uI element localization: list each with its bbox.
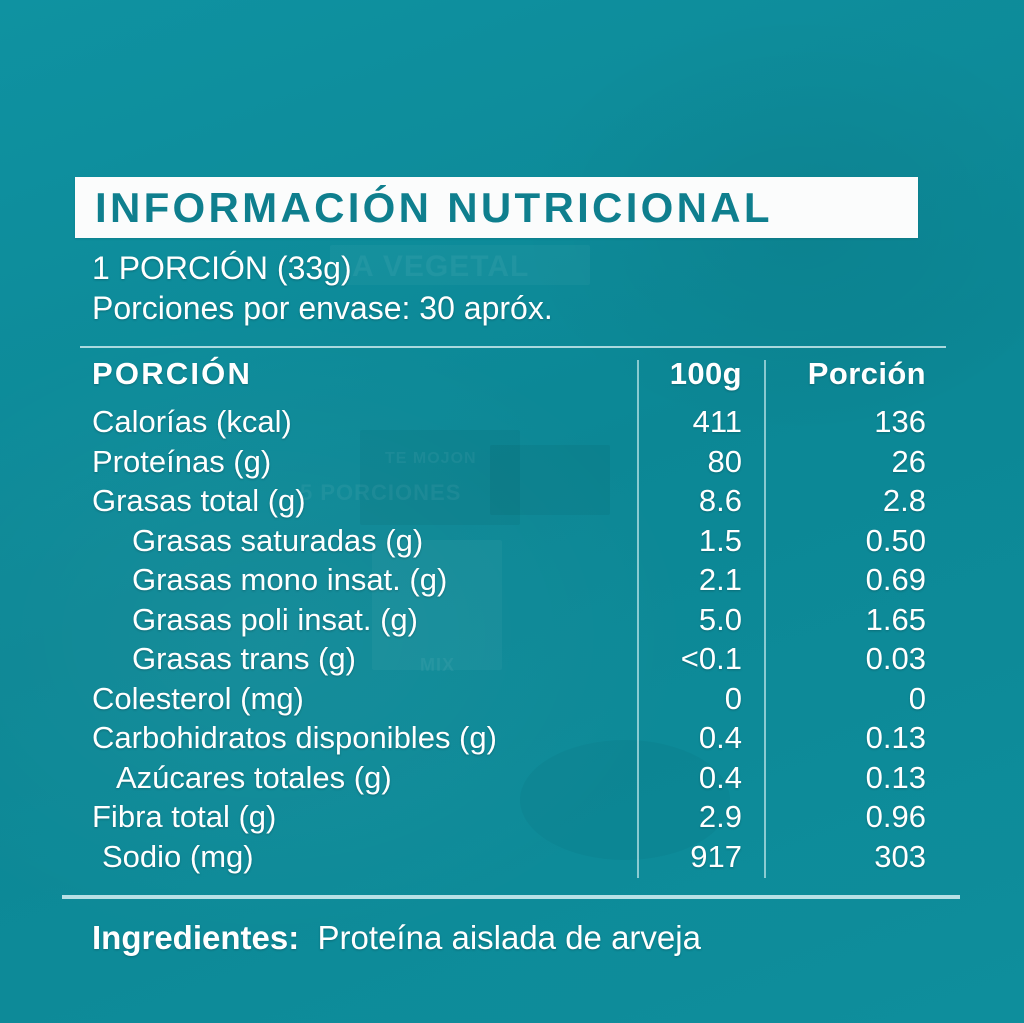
value-per-portion: 2.8 xyxy=(882,483,926,518)
value-per-100g: 8.6 xyxy=(698,483,742,518)
value-per-100g: 411 xyxy=(692,404,742,439)
value-per-100g: 0.4 xyxy=(698,759,742,795)
value-per-portion: 0.96 xyxy=(865,799,926,834)
value-per-portion: 0 xyxy=(908,680,926,716)
ingredients-value: Proteína aislada de arveja xyxy=(317,919,701,956)
table-row: Fibra total (g) 2.9 0.96 xyxy=(0,801,1024,841)
value-per-100g: 1.5 xyxy=(698,522,742,558)
serving-info: 1 PORCIÓN (33g) Porciones por envase: 30… xyxy=(92,248,553,328)
value-per-portion: 0.50 xyxy=(865,522,926,558)
value-per-portion: 136 xyxy=(874,404,926,439)
table-row: Sodio (mg) 917 303 xyxy=(0,841,1024,881)
value-per-100g: 0 xyxy=(724,680,742,716)
ingredients-label: Ingredientes: xyxy=(92,919,309,956)
nutrient-name: Azúcares totales (g) xyxy=(116,759,392,795)
servings-per-container-line: Porciones por envase: 30 apróx. xyxy=(92,290,553,326)
value-per-100g: 2.9 xyxy=(698,799,742,834)
title-banner: INFORMACIÓN NUTRICIONAL xyxy=(75,177,918,238)
nutrient-name: Calorías (kcal) xyxy=(92,404,292,439)
table-row: Colesterol (mg) 0 0 xyxy=(0,683,1024,723)
nutrient-name: Grasas trans (g) xyxy=(132,641,356,676)
serving-size-line: 1 PORCIÓN (33g) xyxy=(92,250,352,286)
value-per-100g: <0.1 xyxy=(680,641,742,676)
header-per-portion: Porción xyxy=(807,356,926,391)
nutrient-name: Sodio (mg) xyxy=(102,838,254,874)
column-divider-right xyxy=(764,360,766,878)
table-row: Azúcares totales (g) 0.4 0.13 xyxy=(0,762,1024,802)
table-row: Grasas trans (g) <0.1 0.03 xyxy=(0,643,1024,683)
value-per-100g: 917 xyxy=(690,838,742,874)
table-row: Proteínas (g) 80 26 xyxy=(0,446,1024,486)
table-row: Grasas mono insat. (g) 2.1 0.69 xyxy=(0,564,1024,604)
header-per-100g: 100g xyxy=(669,356,742,391)
table-top-divider xyxy=(80,346,946,348)
value-per-100g: 0.4 xyxy=(698,720,742,755)
value-per-portion: 0.69 xyxy=(865,562,926,597)
header-nutrient: PORCIÓN xyxy=(92,356,253,391)
table-row: Grasas total (g) 8.6 2.8 xyxy=(0,485,1024,525)
page-title: INFORMACIÓN NUTRICIONAL xyxy=(95,183,773,231)
nutrition-table: PORCIÓN 100g Porción Calorías (kcal) 411… xyxy=(0,358,1024,880)
value-per-100g: 80 xyxy=(707,443,742,479)
value-per-100g: 2.1 xyxy=(698,562,742,597)
table-row: Grasas poli insat. (g) 5.0 1.65 xyxy=(0,604,1024,644)
ingredients-line: Ingredientes: Proteína aislada de arveja xyxy=(92,921,701,954)
nutrient-name: Grasas saturadas (g) xyxy=(132,522,424,558)
value-per-portion: 303 xyxy=(874,838,926,874)
nutrient-name: Carbohidratos disponibles (g) xyxy=(92,720,497,755)
value-per-portion: 0.13 xyxy=(865,759,926,795)
value-per-portion: 0.13 xyxy=(865,720,926,755)
nutrient-name: Grasas poli insat. (g) xyxy=(132,601,418,637)
value-per-portion: 26 xyxy=(891,443,926,479)
table-row: Grasas saturadas (g) 1.5 0.50 xyxy=(0,525,1024,565)
nutrient-name: Fibra total (g) xyxy=(92,799,277,834)
value-per-portion: 1.65 xyxy=(865,601,926,637)
value-per-100g: 5.0 xyxy=(698,601,742,637)
nutrient-name: Colesterol (mg) xyxy=(92,680,304,716)
nutrient-name: Grasas mono insat. (g) xyxy=(132,562,448,597)
ingredients-divider xyxy=(62,895,960,899)
table-row: Calorías (kcal) 411 136 xyxy=(0,406,1024,446)
table-row: Carbohidratos disponibles (g) 0.4 0.13 xyxy=(0,722,1024,762)
nutrient-name: Grasas total (g) xyxy=(92,483,306,518)
nutrient-name: Proteínas (g) xyxy=(92,443,272,479)
table-header-row: PORCIÓN 100g Porción xyxy=(0,358,1024,406)
value-per-portion: 0.03 xyxy=(865,641,926,676)
column-divider-left xyxy=(637,360,639,878)
